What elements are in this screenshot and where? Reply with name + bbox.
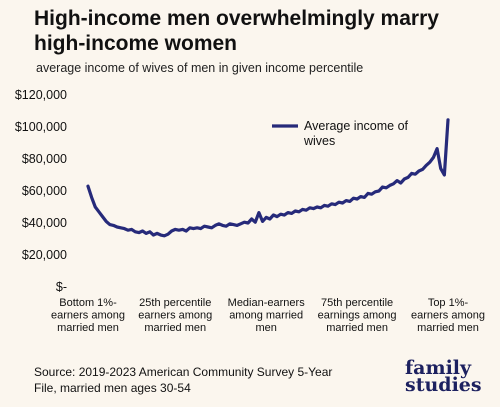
y-tick-label: $60,000 — [22, 184, 67, 198]
legend-label: Average income of wives — [303, 119, 409, 148]
x-category-label: Median-earners among married men — [228, 297, 306, 334]
y-axis: $- $20,000 $40,000 $60,000 $80,000 $100,000 $1… — [15, 88, 67, 294]
chart-title: High-income men overwhelmingly marry hig… — [34, 7, 439, 55]
x-category-label: 75th percentile earnings among married men — [318, 297, 397, 334]
x-axis: Bottom 1%-earners among married men 25th p… — [51, 297, 485, 334]
x-category-label: Top 1%-earners among married men — [411, 297, 485, 334]
y-tick-label: $80,000 — [22, 152, 67, 166]
x-category-label: 25th percentile earners among married men — [138, 297, 212, 334]
x-category-label: Bottom 1%-earners among married men — [51, 297, 125, 334]
series-layer — [86, 118, 450, 238]
brand-logo: family studies — [405, 357, 495, 396]
y-tick-label: $120,000 — [15, 88, 67, 102]
legend: Average income of wives — [272, 119, 409, 148]
y-tick-label: $40,000 — [22, 216, 67, 230]
brand-line-1: family — [405, 357, 472, 379]
source-note: Source: 2019-2023 American Community Sur… — [34, 365, 333, 395]
brand-line-2: studies — [405, 374, 482, 396]
y-tick-label: $20,000 — [22, 248, 67, 262]
series-line — [86, 118, 450, 238]
y-tick-label: $100,000 — [15, 120, 67, 134]
chart-subtitle: average income of wives of men in given … — [36, 61, 364, 75]
y-tick-label: $- — [56, 280, 67, 294]
